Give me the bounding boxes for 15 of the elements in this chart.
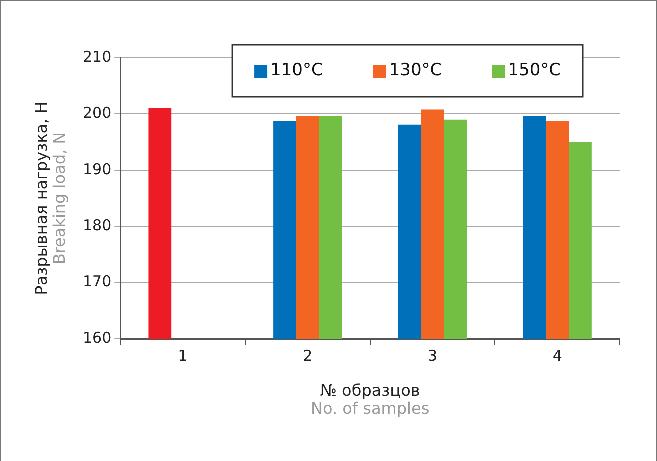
x-tick-label: 4 xyxy=(552,346,562,365)
y-tick-label: 170 xyxy=(82,272,112,291)
x-tick-label: 3 xyxy=(428,346,438,365)
x-tick-label: 1 xyxy=(178,346,188,365)
x-axis-title: № образцов No. of samples xyxy=(310,381,430,418)
y-tick-label: 160 xyxy=(82,328,112,347)
y-tick-label: 190 xyxy=(82,160,112,178)
legend-label: 110°C xyxy=(270,60,324,80)
y-axis-title: Разрывная нагрузка, Н Breaking load, N xyxy=(32,102,69,296)
y-tick-label: 210 xyxy=(82,48,112,66)
x-tick-label: 2 xyxy=(303,346,313,365)
y-tick-label: 180 xyxy=(82,216,112,234)
y-tick-label: 200 xyxy=(82,104,112,122)
legend-label: 150°C xyxy=(508,60,562,80)
legend-label: 130°C xyxy=(389,60,442,80)
